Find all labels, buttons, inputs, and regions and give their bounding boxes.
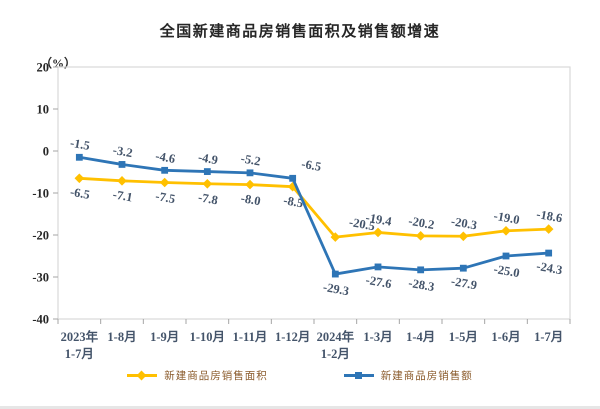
data-label: -4.6 bbox=[154, 149, 176, 166]
square-marker bbox=[75, 153, 83, 161]
data-label: -20.5 bbox=[348, 215, 376, 233]
x-tick-label: 2024年 1-2月 bbox=[317, 329, 355, 361]
square-marker bbox=[331, 270, 339, 278]
data-label: -6.5 bbox=[300, 157, 322, 174]
diamond-marker bbox=[245, 179, 255, 190]
legend-label-sales-amount: 新建商品房销售额 bbox=[380, 370, 473, 382]
square-marker bbox=[417, 266, 425, 274]
square-marker bbox=[161, 166, 169, 174]
data-label: -19.4 bbox=[365, 210, 394, 228]
data-label: -24.3 bbox=[535, 259, 563, 277]
data-label: -5.2 bbox=[240, 151, 262, 168]
square-marker bbox=[246, 169, 254, 177]
diamond-marker bbox=[458, 231, 469, 242]
diamond-marker bbox=[501, 225, 511, 236]
data-label: -7.1 bbox=[112, 187, 134, 204]
x-tick-label: 1-3月 bbox=[363, 330, 392, 344]
y-axis: 20 10 0 -10 -20 -30 -40 bbox=[32, 61, 58, 327]
square-marker bbox=[118, 161, 126, 168]
y-tick-label: 20 bbox=[37, 61, 50, 75]
y-tick-label: -30 bbox=[32, 271, 49, 285]
diamond-marker bbox=[202, 178, 213, 189]
x-tick-label: 1-12月 bbox=[275, 330, 310, 344]
y-tick-label: -20 bbox=[32, 229, 49, 243]
data-label: -4.9 bbox=[197, 150, 219, 167]
square-marker bbox=[459, 264, 467, 272]
data-label: -20.2 bbox=[407, 214, 435, 232]
data-label: -8.0 bbox=[240, 191, 262, 208]
x-tick-label: 1-6月 bbox=[491, 330, 520, 344]
x-tick-label: 1-9月 bbox=[150, 330, 179, 344]
legend-item-sales-area: 新建商品房销售面积 bbox=[127, 368, 268, 383]
chart-title: 全国新建商品房销售面积及销售额增速 bbox=[159, 23, 441, 40]
sales-area-line-icon bbox=[127, 370, 158, 381]
page-bottom-edge bbox=[0, 406, 600, 409]
series-line bbox=[79, 155, 549, 276]
x-tick-label: 1-10月 bbox=[190, 330, 225, 344]
x-tick-label: 1-7月 bbox=[534, 330, 563, 344]
diamond-marker bbox=[543, 224, 554, 234]
x-tick-label: 2023年 1-7月 bbox=[61, 329, 99, 361]
square-marker bbox=[545, 249, 553, 257]
legend-item-sales-amount: 新建商品房销售额 bbox=[343, 368, 473, 383]
data-label: -28.3 bbox=[407, 276, 435, 294]
data-label: -25.0 bbox=[493, 262, 521, 280]
y-tick-label: 0 bbox=[43, 145, 49, 159]
legend-label-sales-area: 新建商品房销售面积 bbox=[164, 370, 268, 382]
square-marker bbox=[502, 252, 510, 260]
y-tick-label: 10 bbox=[37, 103, 50, 117]
square-marker bbox=[203, 168, 211, 175]
diamond-marker bbox=[159, 177, 170, 188]
square-marker bbox=[374, 263, 382, 271]
data-label: -19.0 bbox=[493, 209, 521, 227]
x-tick-label: 1-8月 bbox=[107, 330, 136, 344]
data-label: -7.8 bbox=[197, 190, 219, 207]
y-tick-label: -40 bbox=[32, 313, 49, 327]
series-sales-area: -6.5 -7.1 -7.5 -7.8 -8.0 -8.5-20.5-19.4 -20.2-… bbox=[69, 173, 563, 242]
data-label: -3.2 bbox=[112, 143, 134, 160]
data-label: -27.6 bbox=[365, 273, 393, 291]
diamond-marker bbox=[373, 227, 383, 238]
diamond-marker bbox=[415, 231, 426, 241]
x-tick-label: 1-4月 bbox=[406, 330, 435, 344]
data-label: -27.9 bbox=[450, 274, 478, 292]
diamond-marker bbox=[330, 232, 341, 242]
data-label: -20.3 bbox=[450, 214, 478, 232]
x-axis: 2023年 1-7月 1-8月 1-9月 1-10月 1-11月 1-12月 2024年 1-2… bbox=[57, 319, 571, 361]
y-tick-label: -10 bbox=[32, 187, 49, 201]
data-label: -29.3 bbox=[322, 280, 350, 298]
data-label: -6.5 bbox=[69, 185, 91, 202]
diamond-marker bbox=[117, 176, 127, 186]
data-label: -1.5 bbox=[69, 136, 91, 153]
series-sales-amount: -1.5 -3.2 -4.6 -4.9 -5.2 -6.5-29.3 -27.6 -28.3-… bbox=[69, 136, 563, 299]
data-label: -18.6 bbox=[535, 207, 563, 225]
sales-amount-line-icon bbox=[343, 370, 374, 381]
x-tick-label: 1-5月 bbox=[449, 330, 478, 344]
data-label: -7.5 bbox=[154, 189, 176, 206]
plot-area-border bbox=[57, 66, 571, 320]
square-marker bbox=[289, 174, 297, 182]
series-line bbox=[79, 176, 549, 239]
x-tick-label: 1-11月 bbox=[233, 330, 268, 344]
data-label: -8.5 bbox=[282, 193, 304, 210]
diamond-marker bbox=[74, 173, 85, 184]
legend: 新建商品房销售面积 新建商品房销售额 bbox=[0, 368, 600, 383]
